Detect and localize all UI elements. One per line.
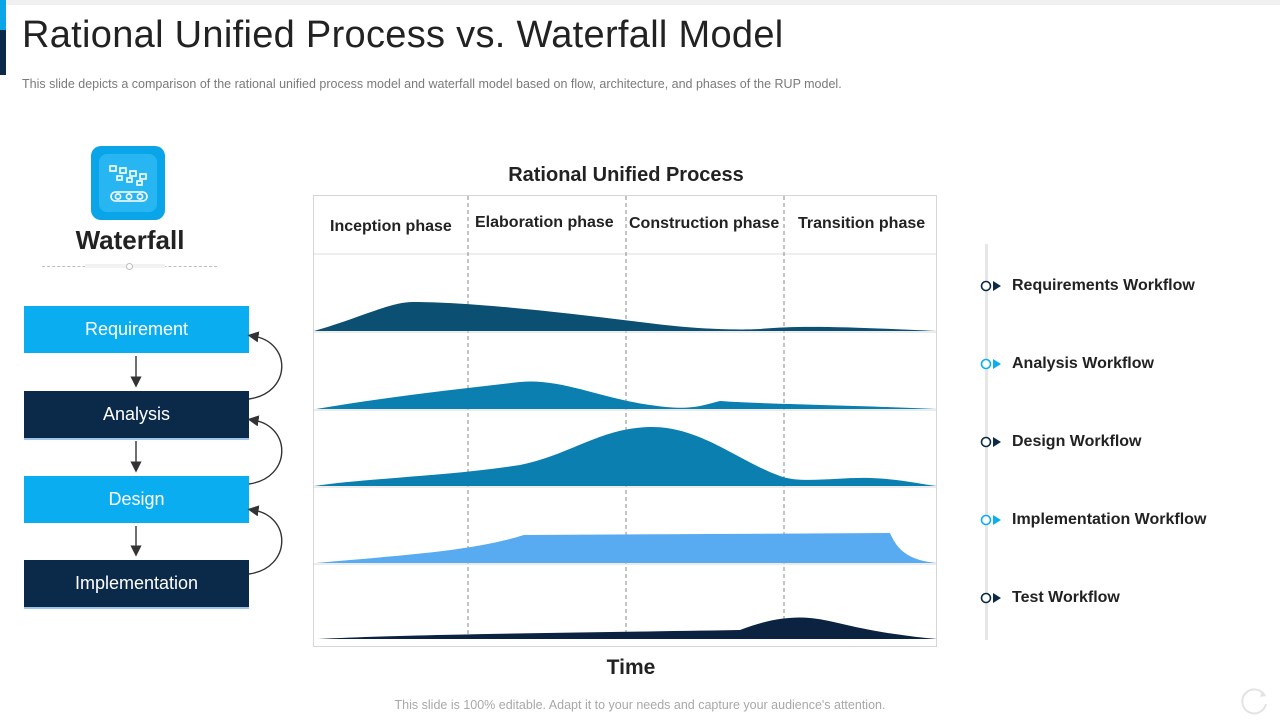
legend-marker-icon — [980, 436, 1001, 448]
legend-analysis-workflow: Analysis Workflow — [980, 353, 1154, 375]
legend-requirements-workflow: Requirements Workflow — [980, 275, 1195, 297]
footer-note: This slide is 100% editable. Adapt it to… — [394, 698, 886, 712]
slide-subtitle: This slide depicts a comparison of the r… — [22, 77, 842, 91]
step-design: Design — [24, 476, 249, 523]
return-arrow-3 — [247, 505, 283, 575]
step-requirement: Requirement — [24, 306, 249, 353]
top-strip — [0, 0, 1280, 5]
phase-elaboration: Elaboration phase — [475, 214, 614, 231]
legend-test-workflow: Test Workflow — [980, 587, 1120, 609]
refresh-icon — [1241, 688, 1267, 715]
rup-chart-frame — [313, 195, 937, 647]
slide-title: Rational Unified Process vs. Waterfall M… — [22, 14, 784, 56]
legend-label: Test Workflow — [1012, 589, 1120, 606]
step-analysis: Analysis — [24, 391, 249, 440]
phase-construction: Construction phase — [629, 215, 780, 232]
conveyor-icon — [91, 146, 165, 220]
legend-marker-icon — [980, 592, 1001, 604]
step-implementation: Implementation — [24, 560, 249, 609]
legend-implementation-workflow: Implementation Workflow — [980, 509, 1206, 531]
implementation-workflow-area — [316, 533, 937, 563]
phase-inception: Inception phase — [330, 218, 452, 235]
legend-marker-icon — [980, 358, 1001, 370]
legend-marker-icon — [980, 280, 1001, 292]
legend-label: Implementation Workflow — [1012, 511, 1207, 528]
test-workflow-area — [318, 617, 937, 639]
design-workflow-area — [314, 426, 937, 486]
legend-design-workflow: Design Workflow — [980, 431, 1142, 453]
return-arrow-2 — [247, 415, 283, 485]
legend-marker-icon — [980, 514, 1001, 526]
title-accent-bar-light — [0, 0, 6, 30]
rup-title: Rational Unified Process — [508, 164, 744, 186]
legend-label: Analysis Workflow — [1012, 355, 1154, 372]
waterfall-divider-dot — [126, 263, 133, 270]
legend-label: Requirements Workflow — [1012, 277, 1195, 294]
return-arrow-1 — [247, 331, 283, 400]
time-axis-label: Time — [606, 656, 656, 679]
title-accent-bar — [0, 0, 6, 75]
legend-label: Design Workflow — [1012, 433, 1142, 450]
waterfall-divider-highlight — [85, 264, 165, 268]
phase-transition: Transition phase — [798, 215, 926, 232]
analysis-workflow-area — [316, 381, 937, 409]
waterfall-title: Waterfall — [75, 225, 185, 255]
requirements-workflow-area — [314, 302, 937, 331]
